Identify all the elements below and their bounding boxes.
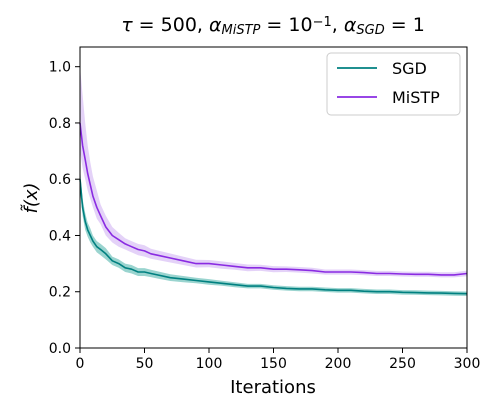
band-sgd (80, 168, 467, 296)
title-part: = 1 (385, 14, 425, 36)
chart-title: τ = 500, αMiSTP = 10−1, αSGD = 1 (121, 14, 425, 38)
y-tick-label: 0.0 (49, 341, 71, 357)
title-part: −1 (313, 15, 332, 30)
title-part: SGD (356, 23, 384, 38)
x-tick-label: 0 (76, 356, 85, 372)
y-tick-label: 1.0 (49, 60, 71, 76)
x-axis: 0 50 100 150 200 250 300 (76, 348, 481, 372)
legend-label-mistp: MiSTP (392, 88, 440, 107)
title-part: α (344, 14, 357, 36)
line-sgd (79, 179, 468, 295)
x-tick-label: 300 (454, 356, 481, 372)
y-axis-label: f̃(x) (21, 182, 42, 213)
x-tick-label: 50 (136, 356, 154, 372)
x-axis-label: Iterations (230, 377, 316, 398)
series-lines (79, 122, 468, 295)
title-part: τ (121, 14, 133, 36)
title-part: MiSTP (222, 23, 261, 38)
title-part: = 500, (133, 14, 209, 36)
x-tick-label: 150 (260, 356, 287, 372)
title-part: α (209, 14, 222, 36)
x-tick-label: 250 (389, 356, 416, 372)
y-tick-label: 0.2 (49, 285, 71, 301)
title-part: , (332, 14, 344, 36)
y-axis: 0.0 0.2 0.4 0.6 0.8 1.0 (49, 60, 80, 357)
x-tick-label: 200 (325, 356, 352, 372)
line-mistp (79, 122, 468, 276)
y-tick-label: 0.8 (49, 116, 71, 132)
y-tick-label: 0.6 (49, 172, 71, 188)
legend: SGD MiSTP (326, 52, 461, 116)
y-tick-label: 0.4 (49, 228, 71, 244)
x-tick-label: 100 (196, 356, 223, 372)
legend-label-sgd: SGD (392, 59, 427, 78)
title-part: = 10 (260, 14, 312, 36)
